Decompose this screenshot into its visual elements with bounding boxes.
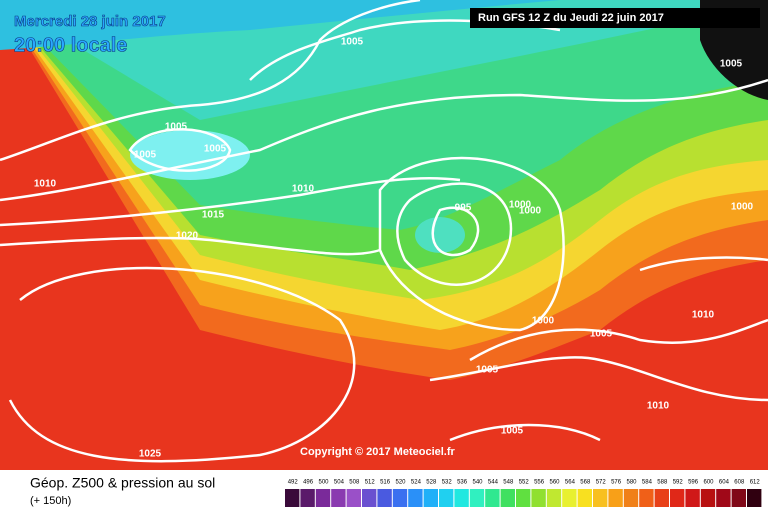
isobar-label: 1010 <box>292 184 315 195</box>
isobar-label: 1025 <box>139 449 162 460</box>
legend-swatch <box>593 489 608 507</box>
legend-swatch <box>639 489 654 507</box>
forecast-date: Mercredi 28 juin 2017 <box>14 13 166 30</box>
isobar-label: 1005 <box>501 426 524 437</box>
legend-swatch <box>516 489 531 507</box>
legend-swatch <box>362 489 377 507</box>
isobar-label: 1020 <box>176 231 199 242</box>
legend-label: 512 <box>365 480 376 486</box>
legend-label: 548 <box>503 480 514 486</box>
legend-swatch <box>331 489 346 507</box>
legend-swatch <box>623 489 639 507</box>
legend-swatch <box>747 489 762 507</box>
legend-label: 504 <box>334 480 345 486</box>
isobar-label: 1005 <box>476 365 499 376</box>
isobar-label: 1010 <box>692 310 715 321</box>
legend-swatch <box>439 489 454 507</box>
isobar-label: 1000 <box>731 202 754 213</box>
legend-swatch <box>315 489 331 507</box>
legend-label: 584 <box>642 480 653 486</box>
legend-swatch <box>654 489 669 507</box>
isobar-label: 1005 <box>590 329 613 340</box>
legend-label: 524 <box>411 480 422 486</box>
legend-swatch <box>454 489 469 507</box>
legend-label: 540 <box>472 480 483 486</box>
run-info: Run GFS 12 Z du Jeudi 22 juin 2017 <box>478 12 664 24</box>
forecast-time: 20:00 locale <box>14 34 127 56</box>
legend-swatch <box>531 489 546 507</box>
legend-label: 492 <box>288 480 299 486</box>
isobar-label: 1000 <box>532 316 555 327</box>
legend-label: 596 <box>688 480 699 486</box>
legend-label: 528 <box>426 480 437 486</box>
legend-swatch <box>731 489 746 507</box>
legend-swatch <box>469 489 485 507</box>
isobar-label: 1005 <box>204 144 227 155</box>
legend-label: 556 <box>534 480 545 486</box>
legend-label: 560 <box>549 480 560 486</box>
isobar-label: 1010 <box>34 179 57 190</box>
isobar-label: 1005 <box>134 150 157 161</box>
legend-swatch <box>377 489 392 507</box>
legend-swatch <box>562 489 577 507</box>
legend-swatch <box>546 489 562 507</box>
legend-label: 500 <box>318 480 329 486</box>
geopotential-field <box>0 0 768 470</box>
isobars <box>0 0 768 463</box>
isobar-label: 1005 <box>341 37 364 48</box>
run-box <box>470 8 760 28</box>
color-legend: 492 496 500 504 508 512 516 520 524 528 532 536 540 5… <box>285 480 762 507</box>
legend-label: 576 <box>611 480 622 486</box>
legend-swatch <box>300 489 315 507</box>
legend-swatch <box>485 489 500 507</box>
legend-label: 564 <box>565 480 576 486</box>
isobar-label: 1015 <box>202 210 225 221</box>
legend-label: 612 <box>750 480 761 486</box>
isobar-label: 1010 <box>647 401 670 412</box>
legend-swatch <box>346 489 361 507</box>
legend-swatch <box>716 489 731 507</box>
isobar-label: 995 <box>455 203 472 214</box>
legend-label: 580 <box>626 480 637 486</box>
legend-label: 608 <box>734 480 745 486</box>
legend-swatch <box>392 489 408 507</box>
legend-label: 572 <box>596 480 607 486</box>
legend-swatch <box>408 489 423 507</box>
legend-swatch <box>670 489 685 507</box>
legend-swatch <box>700 489 716 507</box>
legend-label: 588 <box>657 480 668 486</box>
isobar-label: 1005 <box>720 59 743 70</box>
footer-title: Géop. Z500 & pression au sol <box>30 475 215 491</box>
legend-label: 544 <box>488 480 499 486</box>
legend-label: 536 <box>457 480 468 486</box>
legend-swatch <box>577 489 592 507</box>
legend-label: 516 <box>380 480 391 486</box>
copyright: Copyright © 2017 Meteociel.fr <box>300 446 456 458</box>
legend-label: 552 <box>519 480 530 486</box>
legend-swatch <box>500 489 515 507</box>
isobar-label: 1000 <box>509 200 532 211</box>
legend-label: 592 <box>673 480 684 486</box>
legend-swatch <box>608 489 623 507</box>
legend-label: 508 <box>349 480 360 486</box>
legend-label: 532 <box>442 480 453 486</box>
legend-swatch <box>685 489 700 507</box>
legend-label: 496 <box>303 480 314 486</box>
isobar-label: 1005 <box>165 122 188 133</box>
legend-swatch <box>285 489 300 507</box>
isobar-labels: 1005 1005 1005 1005 1005 1010 1010 1015 … <box>34 37 754 460</box>
legend-swatch <box>423 489 438 507</box>
legend-label: 520 <box>395 480 406 486</box>
legend-label: 604 <box>719 480 730 486</box>
isobar-label: 1000 <box>519 206 542 217</box>
legend-label: 568 <box>580 480 591 486</box>
footer-subtitle: (+ 150h) <box>30 495 71 507</box>
legend-label: 600 <box>703 480 714 486</box>
